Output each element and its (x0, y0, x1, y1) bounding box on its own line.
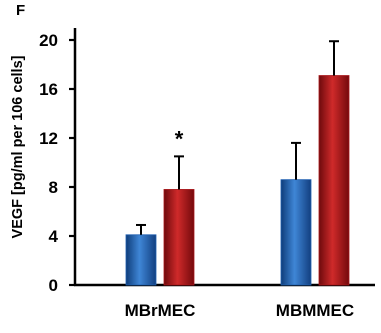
y-tick-label: 4 (49, 227, 59, 246)
x-category-label: MBMMEC (276, 301, 354, 320)
x-category-label: MBrMEC (125, 301, 196, 320)
bars (125, 75, 350, 286)
panel-label: F (16, 2, 25, 19)
error-bars (136, 40, 339, 235)
y-tick-label: 16 (39, 80, 58, 99)
y-tick-label: 20 (39, 31, 58, 50)
bar-mbrmec-series-1 (125, 234, 157, 286)
y-ticks: 0 4 8 12 16 20 (39, 31, 75, 295)
y-tick-label: 0 (49, 276, 58, 295)
bar-mbmmec-series-1 (280, 179, 312, 286)
bar-mbrmec-series-2 (163, 189, 195, 286)
annotations: * (175, 126, 184, 151)
y-axis-label: VEGF [pg/ml per 106 cells] (10, 55, 26, 238)
y-tick-label: 8 (49, 178, 58, 197)
significance-marker: * (175, 126, 184, 151)
y-tick-label: 12 (39, 129, 58, 148)
bar-mbmmec-series-2 (318, 75, 350, 286)
x-labels: MBrMEC MBMMEC (125, 301, 355, 320)
